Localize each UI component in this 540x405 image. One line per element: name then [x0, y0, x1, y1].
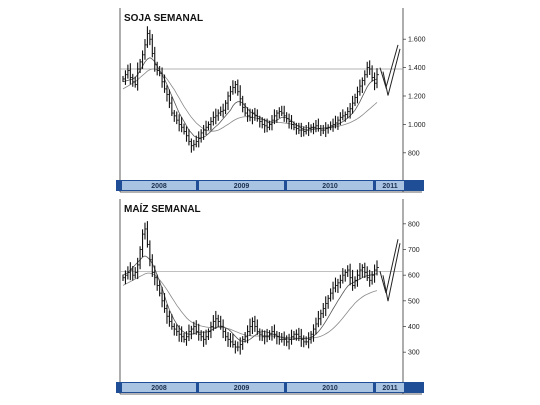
year-segment	[287, 383, 373, 392]
year-label: 2009	[234, 385, 250, 392]
year-segment	[376, 383, 404, 392]
year-label: 2008	[151, 183, 167, 190]
y-tick-label: 1.400	[408, 65, 426, 72]
year-segment	[287, 181, 373, 190]
projection-line	[382, 243, 401, 302]
year-label: 2010	[322, 385, 338, 392]
projection-line	[382, 48, 401, 96]
y-tick-label: 1.200	[408, 94, 426, 101]
year-label: 2011	[382, 183, 397, 190]
maiz-chart-panel: MAÍZ SEMANAL 300 400 500 600 700 800 200…	[116, 199, 424, 395]
year-segment	[199, 383, 284, 392]
year-label: 2011	[382, 385, 397, 392]
y-tick-label: 800	[408, 150, 420, 157]
year-segment	[199, 181, 284, 190]
year-label: 2008	[151, 385, 167, 392]
y-tick-label: 700	[408, 247, 420, 254]
year-label: 2009	[234, 183, 250, 190]
y-tick-label: 400	[408, 324, 420, 331]
y-tick-label: 800	[408, 221, 420, 228]
soja-chart-panel: SOJA SEMANAL 800 1.000 1.200 1.400 1.600…	[116, 8, 426, 193]
moving-average-slow-line	[122, 68, 378, 132]
y-tick-label: 1.000	[408, 122, 426, 129]
year-segment	[122, 383, 196, 392]
year-label: 2010	[322, 183, 338, 190]
y-tick-label: 500	[408, 298, 420, 305]
moving-average-fast-line	[122, 255, 378, 342]
maiz-chart-title: MAÍZ SEMANAL	[124, 202, 201, 215]
year-segment	[376, 181, 404, 190]
y-tick-label: 300	[408, 350, 420, 357]
year-segment	[122, 181, 196, 190]
y-tick-label: 1.600	[408, 37, 426, 44]
soja-chart-title: SOJA SEMANAL	[124, 13, 203, 24]
y-tick-label: 600	[408, 273, 420, 280]
